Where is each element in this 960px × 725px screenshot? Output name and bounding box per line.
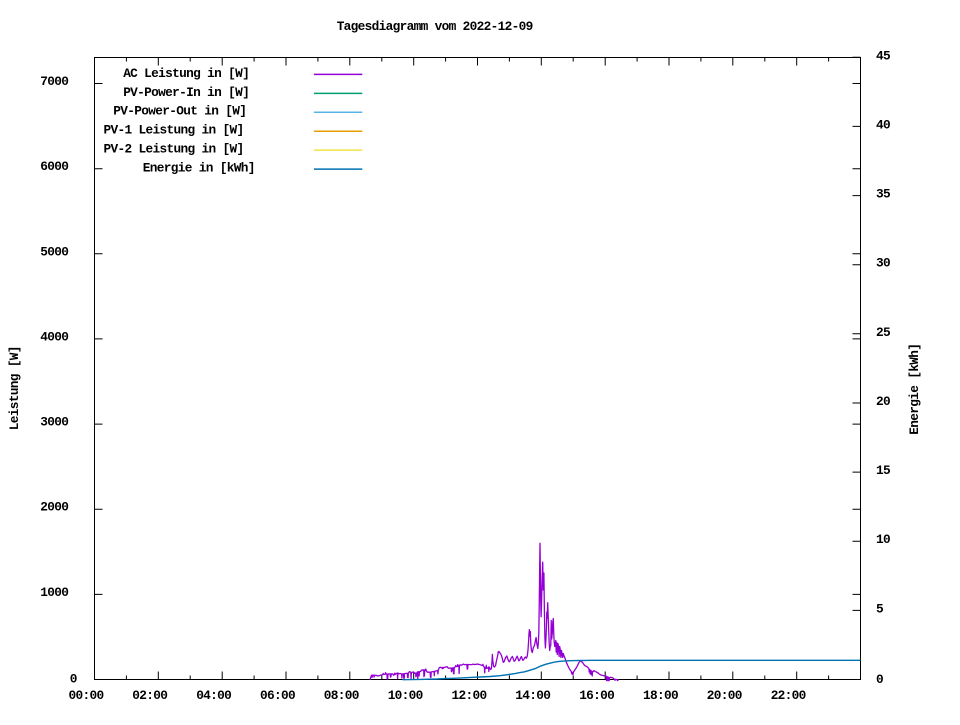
svg-text:10: 10: [876, 532, 890, 547]
svg-text:AC Leistung in [W]: AC Leistung in [W]: [123, 66, 249, 81]
svg-text:15: 15: [876, 463, 891, 478]
svg-text:18:00: 18:00: [643, 688, 678, 703]
svg-text:16:00: 16:00: [579, 688, 614, 703]
svg-text:Energie [kWh]: Energie [kWh]: [907, 344, 922, 435]
svg-text:22:00: 22:00: [771, 688, 806, 703]
svg-text:PV-1 Leistung in [W]: PV-1 Leistung in [W]: [104, 123, 244, 138]
svg-text:7000: 7000: [40, 74, 68, 89]
svg-text:30: 30: [876, 256, 890, 271]
svg-text:0: 0: [876, 672, 883, 687]
svg-text:2000: 2000: [40, 500, 68, 515]
svg-text:35: 35: [876, 187, 891, 202]
svg-text:10:00: 10:00: [388, 688, 423, 703]
svg-text:Energie in [kWh]: Energie in [kWh]: [143, 161, 255, 176]
svg-text:04:00: 04:00: [196, 688, 231, 703]
svg-text:02:00: 02:00: [132, 688, 167, 703]
svg-text:45: 45: [876, 48, 891, 63]
svg-text:40: 40: [876, 117, 890, 132]
svg-text:12:00: 12:00: [452, 688, 487, 703]
svg-text:3000: 3000: [40, 415, 68, 430]
svg-text:Tagesdiagramm vom 2022-12-09: Tagesdiagramm vom 2022-12-09: [337, 19, 533, 34]
svg-text:06:00: 06:00: [260, 688, 295, 703]
svg-text:Leistung [W]: Leistung [W]: [7, 346, 22, 430]
svg-text:PV-Power-Out in [W]: PV-Power-Out in [W]: [113, 104, 246, 119]
svg-text:1000: 1000: [40, 585, 68, 600]
svg-text:5: 5: [876, 601, 884, 616]
svg-text:00:00: 00:00: [69, 688, 104, 703]
svg-text:20:00: 20:00: [707, 688, 742, 703]
svg-text:PV-Power-In in [W]: PV-Power-In in [W]: [123, 85, 249, 100]
svg-text:25: 25: [876, 325, 891, 340]
svg-text:0: 0: [70, 672, 77, 687]
svg-text:4000: 4000: [40, 329, 68, 344]
svg-text:20: 20: [876, 394, 890, 409]
svg-text:5000: 5000: [40, 244, 68, 259]
svg-text:6000: 6000: [40, 159, 68, 174]
svg-text:08:00: 08:00: [324, 688, 359, 703]
svg-text:14:00: 14:00: [515, 688, 550, 703]
svg-text:PV-2 Leistung in [W]: PV-2 Leistung in [W]: [104, 142, 244, 157]
